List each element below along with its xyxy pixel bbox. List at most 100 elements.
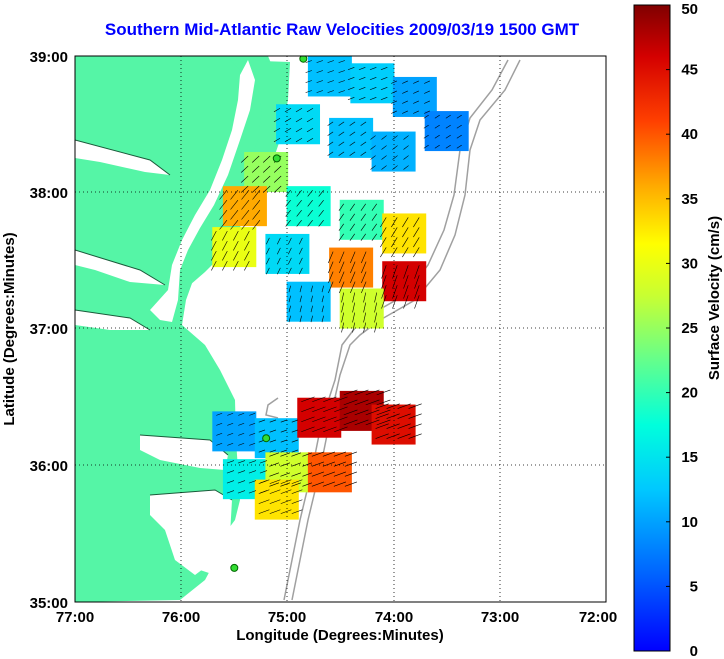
velocity-vector <box>273 107 281 113</box>
velocity-vector <box>360 213 366 221</box>
velocity-vector <box>391 217 398 228</box>
velocity-vector <box>227 442 234 446</box>
velocity-vector <box>276 267 281 275</box>
velocity-cell <box>392 76 437 117</box>
velocity-vector <box>350 251 356 264</box>
velocity-vector <box>312 426 326 433</box>
velocity-vector <box>370 165 376 170</box>
velocity-vector <box>288 285 291 293</box>
velocity-vector <box>381 265 387 279</box>
velocity-vector <box>252 185 260 193</box>
velocity-vector <box>339 251 345 264</box>
velocity-vector <box>445 144 451 149</box>
velocity-vector <box>252 155 260 163</box>
velocity-vector <box>327 60 334 63</box>
colorbar-tick-label: 5 <box>690 578 698 595</box>
velocity-vector <box>258 449 266 453</box>
velocity-vector <box>323 406 337 413</box>
velocity-vector <box>288 305 291 313</box>
velocity-vector <box>302 472 313 477</box>
velocity-vector <box>263 165 271 173</box>
velocity-vector <box>321 295 324 303</box>
station-marker <box>230 563 239 572</box>
velocity-vector <box>291 499 303 504</box>
velocity-vector <box>349 151 356 156</box>
velocity-vector <box>312 406 326 413</box>
velocity-vector <box>349 141 356 146</box>
velocity-cell <box>350 63 395 104</box>
x-tick-label: 76:00 <box>162 609 200 626</box>
velocity-vector <box>341 312 345 323</box>
velocity-vector <box>323 416 337 423</box>
velocity-vector <box>318 219 324 227</box>
velocity-cell <box>329 117 374 158</box>
velocity-vector <box>287 237 292 245</box>
velocity-vector <box>265 267 270 275</box>
velocity-vector <box>343 399 358 406</box>
velocity-vector <box>413 110 419 114</box>
velocity-vector <box>269 499 281 504</box>
velocity-vector <box>269 482 280 487</box>
velocity-vector <box>273 117 281 123</box>
velocity-vector <box>263 155 271 163</box>
velocity-vector <box>307 219 313 227</box>
velocity-vector <box>280 479 292 484</box>
velocity-vector <box>291 489 303 494</box>
velocity-vector <box>274 175 282 183</box>
x-tick-label: 72:00 <box>579 609 617 626</box>
velocity-vector <box>363 302 367 313</box>
colorbar-tick-label: 0 <box>690 643 698 659</box>
velocity-vector <box>403 265 409 279</box>
velocity-vector <box>327 90 334 93</box>
velocity-vector <box>333 471 347 477</box>
velocity-vector <box>414 265 420 279</box>
velocity-vector <box>397 403 411 409</box>
velocity-vector <box>344 481 358 487</box>
y-tick-label: 35:00 <box>30 595 68 612</box>
velocity-vector <box>445 134 451 139</box>
velocity-vector <box>219 219 228 230</box>
velocity-vector <box>222 230 228 241</box>
velocity-vector <box>363 292 367 303</box>
velocity-vector <box>265 247 270 255</box>
velocity-vector <box>328 271 334 284</box>
velocity-vector <box>310 285 313 293</box>
velocity-vector <box>341 302 345 313</box>
velocity-vector <box>307 209 313 217</box>
velocity-vector <box>306 127 314 133</box>
velocity-vector <box>323 396 337 403</box>
y-axis-label: Latitude (Degrees:Minutes) <box>1 232 18 425</box>
velocity-vector <box>299 315 302 323</box>
velocity-vector <box>375 433 389 439</box>
velocity-vector <box>349 203 355 211</box>
velocity-vector <box>424 110 430 114</box>
velocity-vector <box>226 480 235 484</box>
velocity-vector <box>397 413 411 419</box>
velocity-vector <box>413 217 420 228</box>
velocity-vector <box>354 389 369 396</box>
velocity-vector <box>392 155 398 160</box>
velocity-vector <box>354 399 369 406</box>
velocity-vector <box>423 124 429 129</box>
velocity-vector <box>375 403 389 409</box>
velocity-vector <box>248 480 257 484</box>
velocity-vector <box>269 462 280 467</box>
velocity-cell <box>212 227 257 268</box>
velocity-vector <box>307 189 313 197</box>
velocity-vector <box>322 461 336 467</box>
velocity-vector <box>269 489 281 494</box>
velocity-vector <box>269 452 280 457</box>
velocity-vector <box>349 223 355 231</box>
velocity-vector <box>269 439 277 443</box>
velocity-vector <box>269 479 281 484</box>
velocity-vector <box>237 460 246 464</box>
velocity-vector <box>291 462 302 467</box>
velocity-vector <box>276 247 281 255</box>
velocity-vector <box>306 107 314 113</box>
velocity-vector <box>445 114 451 119</box>
velocity-vector <box>397 423 411 429</box>
velocity-vector <box>352 312 356 323</box>
y-tick-label: 39:00 <box>30 49 68 66</box>
velocity-vector <box>365 389 380 396</box>
velocity-cell <box>382 261 427 302</box>
